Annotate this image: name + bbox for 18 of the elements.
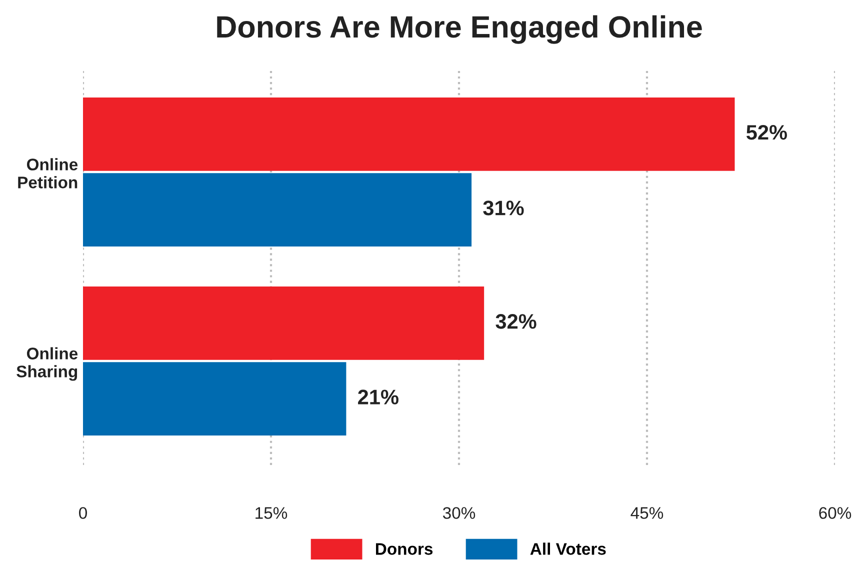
bar [83, 286, 484, 360]
chart-title: Donors Are More Engaged Online [217, 15, 702, 44]
x-tick-label: 15% [256, 507, 288, 519]
bar [83, 173, 472, 246]
x-tick-label: 45% [630, 507, 664, 519]
x-tick-label: 30% [442, 507, 476, 519]
y-tick-label: Online Petition [18, 158, 78, 188]
legend-label: All Voters [530, 542, 606, 555]
data-label: 31% [483, 200, 524, 216]
bar [83, 97, 735, 171]
legend-label: Donors [376, 543, 433, 555]
x-tick-label: 0 [79, 507, 87, 519]
y-tick-label: Online Sharing [16, 347, 78, 381]
data-label: 52% [746, 125, 787, 140]
x-tick-label: 60% [819, 507, 852, 519]
data-label: 21% [358, 390, 398, 404]
data-label: 32% [496, 314, 536, 329]
bar [83, 362, 346, 436]
